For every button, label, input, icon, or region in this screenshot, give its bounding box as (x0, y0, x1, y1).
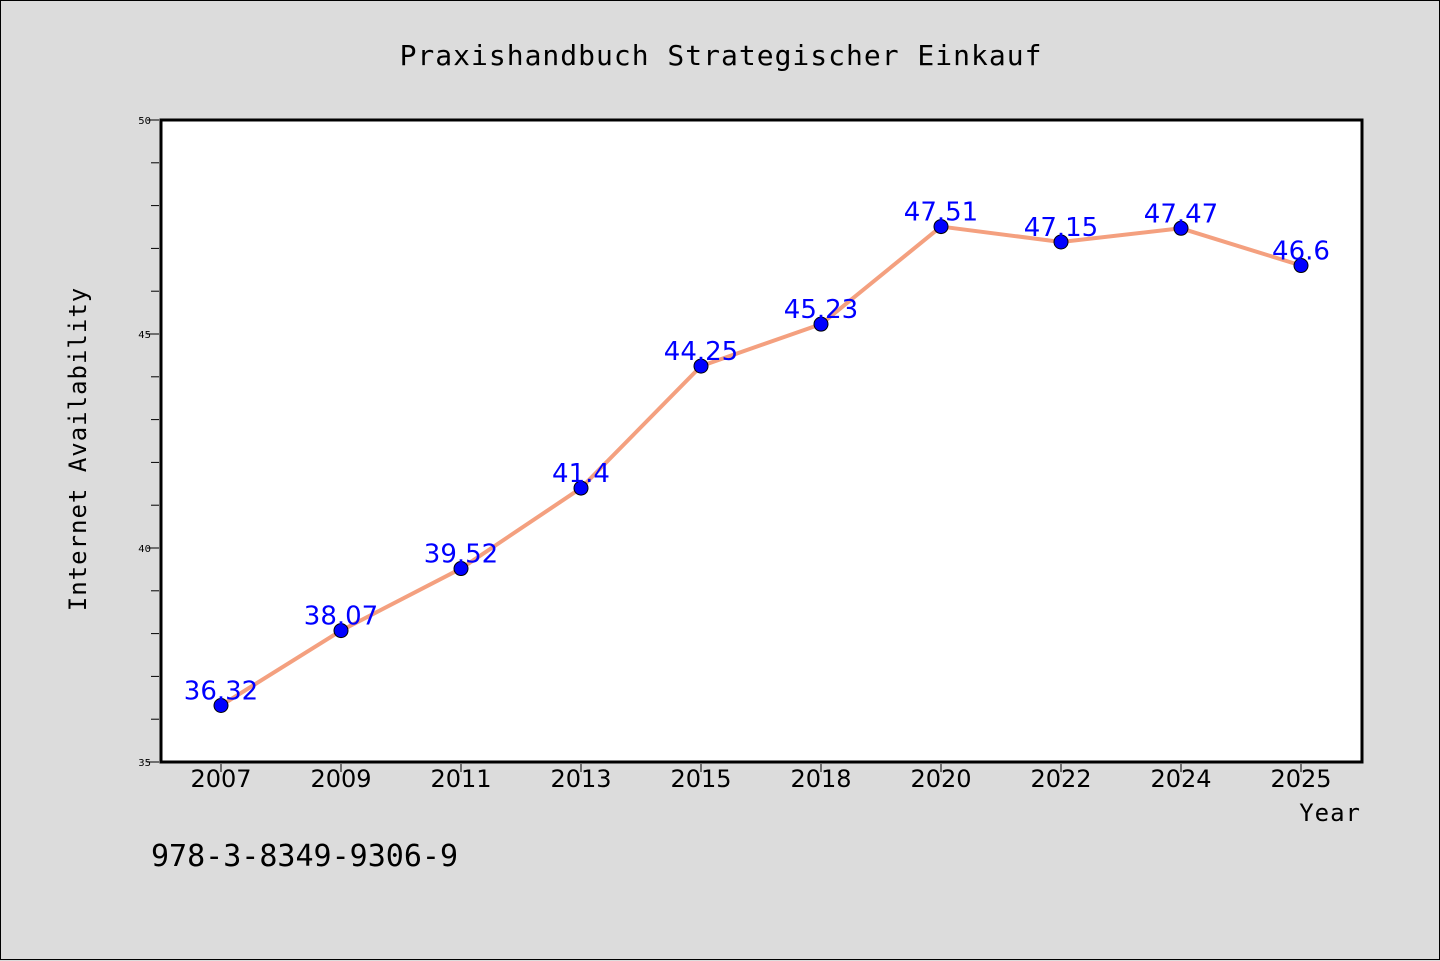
x-tick-label: 2009 (310, 765, 371, 793)
y-tick-label: 50 (138, 116, 151, 127)
data-point (573, 480, 589, 496)
x-tick-label: 2024 (1150, 765, 1211, 793)
x-tick-label: 2020 (910, 765, 971, 793)
x-tick-label: 2007 (190, 765, 251, 793)
data-label: 38.07 (304, 602, 378, 632)
chart-title: Praxishandbuch Strategischer Einkauf (400, 39, 1043, 72)
data-label: 36.32 (184, 677, 258, 707)
y-axis-label: Internet Availability (64, 287, 92, 611)
data-point (1053, 234, 1069, 250)
data-point (333, 623, 349, 639)
y-axis-ticks: 35 40 45 50 (138, 116, 159, 769)
data-label: 44.25 (664, 337, 738, 367)
series-layer (213, 219, 1309, 714)
data-point (213, 698, 229, 714)
data-label: 47.51 (904, 198, 978, 228)
x-axis-label: Year (1299, 799, 1361, 827)
data-point (453, 561, 469, 577)
series-line (219, 224, 1303, 708)
y-tick-label: 45 (138, 330, 151, 341)
data-label: 39.52 (424, 540, 498, 570)
data-label: 47.15 (1024, 213, 1098, 243)
plot-area (159, 118, 1364, 764)
x-tick-label: 2015 (670, 765, 731, 793)
x-tick-label: 2013 (550, 765, 611, 793)
y-tick-label: 40 (138, 544, 151, 555)
x-axis-ticks: 2007 2009 2011 2013 2015 2018 2020 2022 2024 2025 (190, 764, 1332, 793)
data-label: 41.4 (552, 459, 610, 489)
data-point (813, 316, 829, 332)
data-label: 46.6 (1272, 237, 1330, 267)
data-labels-layer: 36.32 38.07 39.52 41.4 44.25 45.23 47.51 47.15 4… (184, 198, 1330, 707)
x-tick-label: 2018 (790, 765, 851, 793)
data-point (1173, 220, 1189, 236)
isbn-text: 978-3-8349-9306-9 (151, 839, 458, 874)
x-tick-label: 2011 (430, 765, 491, 793)
data-point (693, 358, 709, 374)
data-point (1293, 258, 1309, 274)
x-tick-label: 2025 (1270, 765, 1331, 793)
data-label: 45.23 (784, 295, 858, 325)
data-point (933, 219, 949, 235)
x-tick-label: 2022 (1030, 765, 1091, 793)
data-label: 47.47 (1144, 199, 1218, 229)
y-tick-label: 35 (138, 758, 151, 769)
